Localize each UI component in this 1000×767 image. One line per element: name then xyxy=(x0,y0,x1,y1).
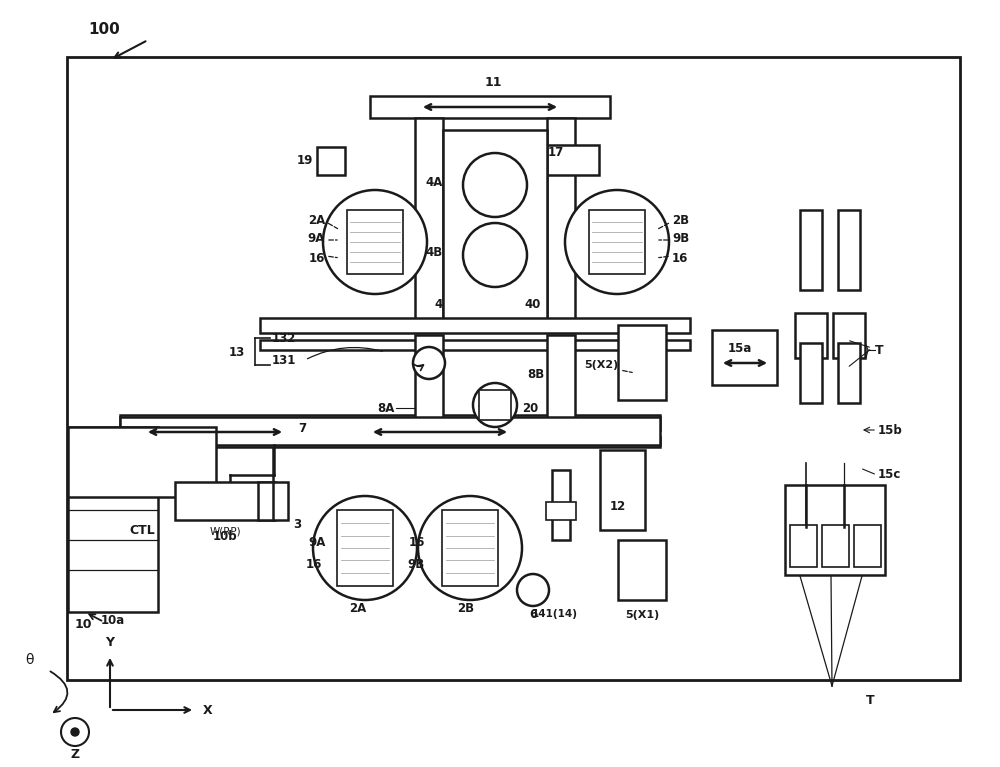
Text: 9B: 9B xyxy=(408,558,425,571)
Circle shape xyxy=(517,574,549,606)
Text: 19: 19 xyxy=(297,154,313,167)
Circle shape xyxy=(565,190,669,294)
Text: 2B: 2B xyxy=(457,601,475,614)
Bar xyxy=(337,510,393,586)
Text: 100: 100 xyxy=(88,22,120,38)
Bar xyxy=(68,427,216,497)
Circle shape xyxy=(71,728,79,736)
Text: 16: 16 xyxy=(309,252,325,265)
Circle shape xyxy=(418,496,522,600)
Text: θ: θ xyxy=(26,653,34,667)
Text: 16: 16 xyxy=(409,536,425,549)
Bar xyxy=(618,540,666,600)
Text: 10a: 10a xyxy=(101,614,125,627)
Bar xyxy=(317,147,345,175)
Bar xyxy=(790,525,817,567)
Bar xyxy=(589,210,645,274)
Bar xyxy=(547,145,599,175)
Bar xyxy=(175,482,275,520)
Bar xyxy=(854,525,881,567)
Text: 6: 6 xyxy=(529,607,537,621)
Bar xyxy=(833,313,865,358)
Bar xyxy=(618,325,666,400)
Text: 5(X2): 5(X2) xyxy=(584,360,618,370)
Text: 4B: 4B xyxy=(426,246,443,259)
Bar xyxy=(547,335,575,430)
Text: Y: Y xyxy=(106,636,114,649)
Text: 8A: 8A xyxy=(378,401,395,414)
Bar xyxy=(547,118,575,320)
Text: 141(14): 141(14) xyxy=(532,609,578,619)
Bar xyxy=(120,417,660,445)
Bar xyxy=(800,210,822,290)
Text: 9A: 9A xyxy=(308,232,325,245)
Bar xyxy=(479,390,511,420)
Text: 2A: 2A xyxy=(349,601,367,614)
Text: T: T xyxy=(866,693,874,706)
Text: 11: 11 xyxy=(484,75,502,88)
Text: 15b: 15b xyxy=(878,423,903,436)
Text: 16: 16 xyxy=(672,252,688,265)
Bar xyxy=(838,210,860,290)
Circle shape xyxy=(463,223,527,287)
Text: 12: 12 xyxy=(610,501,626,513)
Bar xyxy=(260,340,690,350)
Text: 16: 16 xyxy=(306,558,322,571)
Text: 7: 7 xyxy=(298,422,306,434)
Circle shape xyxy=(473,383,517,427)
Bar xyxy=(120,437,660,447)
Text: 10b: 10b xyxy=(213,529,237,542)
Bar xyxy=(822,525,849,567)
Text: 4: 4 xyxy=(435,298,443,311)
Text: 20: 20 xyxy=(522,401,538,414)
Text: 131: 131 xyxy=(272,354,296,367)
Bar xyxy=(546,502,576,520)
Bar xyxy=(258,482,288,520)
Circle shape xyxy=(323,190,427,294)
Bar xyxy=(800,343,822,403)
Bar xyxy=(347,210,403,274)
Bar xyxy=(415,335,443,430)
Text: Z: Z xyxy=(70,748,80,761)
Text: 40: 40 xyxy=(524,298,540,311)
Text: 3: 3 xyxy=(293,518,301,531)
Bar xyxy=(68,427,158,612)
Text: 9A: 9A xyxy=(309,536,326,549)
Bar xyxy=(120,415,660,430)
Text: W(RP): W(RP) xyxy=(209,527,241,537)
Bar xyxy=(838,343,860,403)
Text: 2B: 2B xyxy=(672,213,689,226)
Text: 10: 10 xyxy=(75,618,92,631)
Bar xyxy=(442,510,498,586)
Bar xyxy=(370,96,610,118)
Bar xyxy=(712,330,777,385)
Text: CTL: CTL xyxy=(129,524,155,536)
Circle shape xyxy=(313,496,417,600)
Bar xyxy=(443,130,547,320)
Bar xyxy=(67,57,960,680)
Text: 9B: 9B xyxy=(672,232,689,245)
Circle shape xyxy=(61,718,89,746)
Text: 13: 13 xyxy=(229,345,245,358)
Text: X: X xyxy=(203,703,213,716)
Text: 4A: 4A xyxy=(426,176,443,189)
Text: 2A: 2A xyxy=(308,213,325,226)
Bar xyxy=(415,118,443,320)
Bar xyxy=(600,450,645,530)
Text: 5(X1): 5(X1) xyxy=(625,610,659,620)
Text: 132: 132 xyxy=(272,331,296,344)
Circle shape xyxy=(413,347,445,379)
Text: 17: 17 xyxy=(548,146,564,159)
Bar xyxy=(795,313,827,358)
Bar xyxy=(552,470,570,540)
Circle shape xyxy=(463,153,527,217)
Text: T: T xyxy=(875,344,884,357)
Bar xyxy=(260,318,690,333)
Text: 8B: 8B xyxy=(527,368,544,381)
Text: 15a: 15a xyxy=(728,341,752,354)
Text: 15c: 15c xyxy=(878,469,901,482)
Bar xyxy=(785,485,885,575)
